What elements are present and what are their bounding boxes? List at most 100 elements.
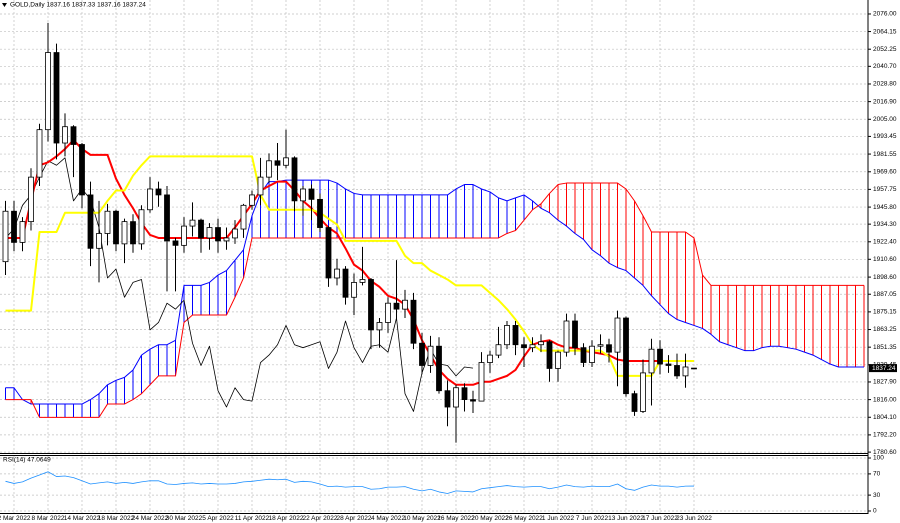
candle-body xyxy=(385,302,391,323)
x-tick-label: 23 Jun 2022 xyxy=(676,515,712,522)
candle-body xyxy=(266,160,272,178)
y-tick-label: 1851.35 xyxy=(873,344,897,351)
y-tick-label: 0 xyxy=(873,508,877,515)
candle-body xyxy=(572,320,578,349)
y-tick-label: 2052.25 xyxy=(873,46,897,53)
chart-title: GOLD,Daily 1837.16 1837.33 1837.16 1837.… xyxy=(10,2,146,9)
y-tick-label: 1993.45 xyxy=(873,133,897,140)
candle-body xyxy=(546,341,553,369)
candle-body xyxy=(317,198,323,228)
candle-body xyxy=(393,302,400,310)
candle-body xyxy=(521,344,527,349)
y-tick-label: 2016.90 xyxy=(873,98,897,105)
candle-body xyxy=(291,157,298,202)
x-tick-label: 13 Jun 2022 xyxy=(608,515,644,522)
candle-body xyxy=(45,52,51,131)
y-tick-label: 1875.15 xyxy=(873,309,897,316)
y-tick-label: 1910.60 xyxy=(873,256,897,263)
y-tick-label: 1816.00 xyxy=(873,396,897,403)
x-tick-label: 18 Mar 2022 xyxy=(98,515,135,522)
candle-body xyxy=(172,240,179,246)
x-tick-label: 1 Jun 2022 xyxy=(542,515,575,522)
menu-triangle xyxy=(2,3,7,7)
line-series xyxy=(5,471,695,494)
y-tick-label: 1922.40 xyxy=(873,239,897,246)
candle-body xyxy=(240,204,247,230)
candle-body xyxy=(283,157,289,166)
y-tick-label: 1898.60 xyxy=(873,274,897,281)
candle-body xyxy=(19,221,26,243)
candle-body xyxy=(62,126,68,144)
candle-body xyxy=(623,317,629,395)
candle-body xyxy=(215,227,221,242)
x-tick-label: 18 Apr 2022 xyxy=(268,515,303,522)
indicator-title: RSI(14) 47.0649 xyxy=(3,457,51,464)
candle-body xyxy=(614,317,621,353)
line-series xyxy=(5,139,694,386)
line-series xyxy=(5,155,694,377)
y-tick-label: 1945.80 xyxy=(873,204,897,211)
candle-body xyxy=(147,188,153,211)
y-tick-label: 2064.15 xyxy=(873,28,897,35)
candle-body xyxy=(691,367,697,370)
y-tick-label: 1780.60 xyxy=(873,449,897,456)
candle-body xyxy=(631,393,638,412)
candle-body xyxy=(325,227,332,279)
candle-body xyxy=(300,188,306,202)
candle-body xyxy=(138,209,145,245)
candle-body xyxy=(113,210,119,245)
candle-body xyxy=(606,344,612,353)
candle-body xyxy=(368,279,374,331)
candle-body xyxy=(648,348,655,374)
y-tick-label: 2076.00 xyxy=(873,11,897,18)
candle-body xyxy=(96,233,102,249)
candle-body xyxy=(674,365,680,377)
candle-body xyxy=(436,345,442,392)
candle-body xyxy=(682,366,689,377)
x-tick-label: 26 May 2022 xyxy=(505,515,543,522)
y-tick-label: 100 xyxy=(873,455,884,462)
candle-body xyxy=(359,279,366,283)
candle-body xyxy=(164,194,170,242)
candle-body xyxy=(257,176,264,196)
candle-body xyxy=(665,363,672,366)
candle-body xyxy=(274,160,281,166)
x-tick-label: 5 Apr 2022 xyxy=(202,515,234,522)
candle-body xyxy=(419,342,425,366)
candle-body xyxy=(376,322,383,331)
y-tick-label: 1957.75 xyxy=(873,186,897,193)
candle-body xyxy=(487,354,493,363)
candle-body xyxy=(53,52,60,144)
plot-layer xyxy=(2,22,865,494)
price-badge xyxy=(869,364,897,373)
candle-body xyxy=(155,188,162,196)
candle-body xyxy=(538,341,544,346)
x-tick-label: 28 Apr 2022 xyxy=(336,515,371,522)
candle-body xyxy=(589,345,595,363)
candle-body xyxy=(563,320,570,353)
candle-body xyxy=(223,237,230,242)
x-tick-label: 17 Jun 2022 xyxy=(642,515,678,522)
candle-body xyxy=(130,221,136,245)
candle-body xyxy=(36,129,43,178)
y-tick-label: 1887.05 xyxy=(873,291,897,298)
candle-body xyxy=(232,228,238,239)
y-tick-label: 30 xyxy=(873,492,881,499)
candle-body xyxy=(427,345,434,366)
candle-body xyxy=(334,268,340,279)
candle-body xyxy=(640,372,646,412)
x-tick-label: 7 Jun 2022 xyxy=(576,515,609,522)
candle-body xyxy=(308,188,315,200)
x-tick-label: 24 Mar 2022 xyxy=(132,515,169,522)
x-tick-label: 8 Mar 2022 xyxy=(32,515,65,522)
candle-body xyxy=(206,227,213,239)
candle-body xyxy=(342,268,349,298)
candle-body xyxy=(512,325,519,346)
candle-body xyxy=(504,325,510,346)
candle-body xyxy=(555,351,561,369)
candle-body xyxy=(249,194,255,206)
candle-body xyxy=(79,144,85,196)
candle-body xyxy=(580,347,587,363)
